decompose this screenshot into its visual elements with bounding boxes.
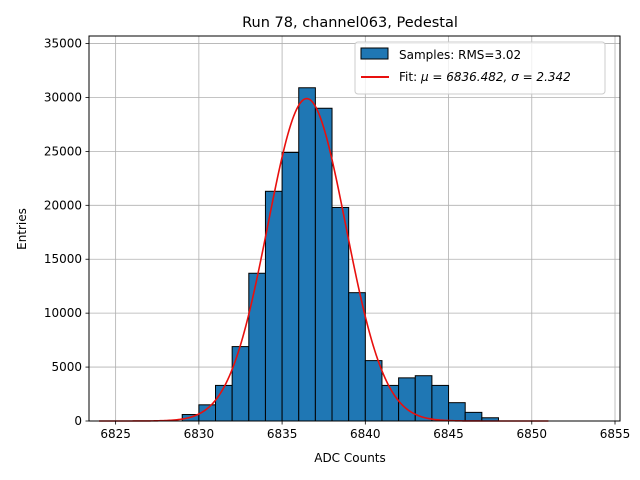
histogram-bar <box>248 272 266 422</box>
y-tick-label: 35000 <box>44 37 82 51</box>
y-axis-label: Entries <box>15 208 29 250</box>
legend-samples-label: Samples: RMS=3.02 <box>399 48 521 62</box>
y-tick-label: 25000 <box>44 144 82 158</box>
x-axis-ticks: 6825 6830 6835 6840 6845 6850 6855 <box>100 421 630 441</box>
legend-samples-swatch <box>360 47 389 60</box>
x-tick-label: 6845 <box>433 427 464 441</box>
histogram-bars <box>181 87 499 422</box>
histogram-bar <box>364 360 383 422</box>
y-tick-label: 20000 <box>44 198 82 212</box>
grid-lines <box>89 36 620 422</box>
y-tick-label: 0 <box>74 414 82 428</box>
y-tick-label: 30000 <box>44 90 82 104</box>
y-tick-label: 10000 <box>44 306 82 320</box>
axes-frame <box>88 35 621 422</box>
histogram-bar <box>314 107 333 422</box>
histogram-bar <box>414 375 433 422</box>
legend-fit-prefix: Fit: <box>399 70 421 84</box>
histogram-bar <box>464 411 483 422</box>
histogram-bar <box>381 384 400 422</box>
y-tick-label: 15000 <box>44 252 82 266</box>
legend-fit-label: Fit: μ = 6836.482, σ = 2.342 <box>399 70 571 84</box>
chart-title: Run 78, channel063, Pedestal <box>242 15 458 31</box>
legend: Samples: RMS=3.02 Fit: μ = 6836.482, σ =… <box>354 41 606 95</box>
legend-box <box>354 41 606 95</box>
histogram-bar <box>398 377 416 422</box>
y-axis-ticks: 0 5000 10000 15000 20000 25000 30000 35000 <box>44 37 89 428</box>
y-tick-label: 5000 <box>51 360 82 374</box>
x-tick-label: 6855 <box>600 427 631 441</box>
histogram-bar <box>348 292 366 422</box>
histogram-bar <box>331 206 350 422</box>
x-tick-label: 6840 <box>350 427 381 441</box>
histogram-bar <box>298 87 316 422</box>
histogram-bar <box>431 384 450 422</box>
legend-fit-params: μ = 6836.482, σ = 2.342 <box>420 70 571 84</box>
x-tick-label: 6850 <box>517 427 548 441</box>
x-tick-label: 6835 <box>267 427 298 441</box>
x-tick-label: 6830 <box>184 427 215 441</box>
histogram-bar <box>448 402 466 422</box>
histogram-bar <box>281 151 300 422</box>
histogram-bar <box>215 384 233 422</box>
histogram-bar <box>231 346 250 422</box>
x-axis-label: ADC Counts <box>314 451 386 465</box>
x-tick-label: 6825 <box>100 427 131 441</box>
